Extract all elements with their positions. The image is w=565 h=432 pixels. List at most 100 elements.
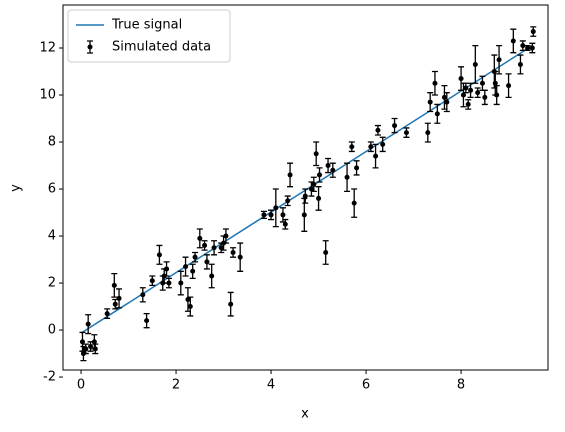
data-point xyxy=(434,111,440,117)
y-tick-label: 2 xyxy=(48,276,56,291)
data-point xyxy=(197,235,203,241)
data-point xyxy=(204,259,210,265)
data-point xyxy=(479,80,485,86)
data-point xyxy=(273,205,279,211)
data-point xyxy=(520,43,526,49)
data-point xyxy=(140,292,146,298)
data-point xyxy=(209,273,215,279)
data-point xyxy=(403,130,409,136)
data-point xyxy=(392,123,398,129)
data-point xyxy=(510,38,516,44)
data-point xyxy=(380,141,386,147)
data-point xyxy=(325,163,331,169)
data-point xyxy=(85,321,91,327)
data-point xyxy=(349,144,355,150)
x-axis-label: x xyxy=(301,407,309,422)
data-point xyxy=(463,85,469,91)
x-tick-label: 6 xyxy=(362,378,370,393)
data-point xyxy=(79,339,85,345)
data-point xyxy=(261,212,267,218)
data-point xyxy=(368,144,374,150)
y-tick-label: 8 xyxy=(48,135,56,150)
y-tick-label: 0 xyxy=(48,323,56,338)
data-point xyxy=(111,282,117,288)
data-point xyxy=(92,346,98,352)
data-point xyxy=(268,212,274,218)
data-point xyxy=(351,200,357,206)
x-tick-label: 2 xyxy=(172,378,180,393)
data-point xyxy=(323,249,329,255)
data-point xyxy=(202,242,208,248)
data-point xyxy=(104,311,110,317)
data-point xyxy=(187,304,193,310)
data-point xyxy=(354,165,360,171)
x-tick-label: 0 xyxy=(77,378,85,393)
data-point xyxy=(465,101,471,107)
axes-frame xyxy=(62,4,549,371)
data-point xyxy=(316,195,322,201)
data-point xyxy=(228,301,234,307)
data-point xyxy=(218,245,224,251)
data-point xyxy=(468,87,474,93)
data-point xyxy=(344,174,350,180)
data-point xyxy=(330,167,336,173)
data-point xyxy=(506,83,512,89)
data-point xyxy=(517,61,523,67)
data-point xyxy=(432,80,438,86)
data-point xyxy=(183,264,189,270)
data-point xyxy=(444,99,450,105)
y-tick-label: -2 xyxy=(43,370,56,385)
plot-area xyxy=(79,26,537,362)
data-point xyxy=(285,198,291,204)
data-point xyxy=(311,181,317,187)
x-tick-label: 4 xyxy=(267,378,275,393)
data-point xyxy=(230,249,236,255)
data-point xyxy=(302,193,308,199)
data-point xyxy=(441,94,447,100)
data-point xyxy=(192,254,198,260)
y-tick-label: 10 xyxy=(39,88,56,103)
y-tick-label: 12 xyxy=(39,41,56,56)
data-point xyxy=(83,346,89,352)
data-point xyxy=(112,301,118,307)
data-point xyxy=(164,266,170,272)
data-point xyxy=(282,221,288,227)
data-point xyxy=(280,212,286,218)
data-point xyxy=(427,99,433,105)
data-point xyxy=(185,296,191,302)
data-point xyxy=(223,233,229,239)
data-point xyxy=(287,172,293,178)
data-point xyxy=(373,153,379,159)
legend: True signal Simulated data xyxy=(67,9,231,63)
data-point xyxy=(178,280,184,286)
legend-label: True signal xyxy=(111,18,182,33)
legend-label: Simulated data xyxy=(112,40,211,55)
data-point xyxy=(496,57,502,63)
data-point xyxy=(166,280,172,286)
data-point xyxy=(475,90,481,96)
data-point xyxy=(313,151,319,157)
data-point xyxy=(492,80,498,86)
data-point xyxy=(116,295,122,301)
data-point xyxy=(190,268,196,274)
data-point xyxy=(460,92,466,98)
y-axis-label: y xyxy=(9,184,24,192)
data-point xyxy=(144,318,150,324)
data-point xyxy=(156,252,162,258)
data-point xyxy=(494,92,500,98)
data-point xyxy=(525,45,531,51)
data-point xyxy=(237,254,243,260)
data-point xyxy=(91,339,97,345)
data-point xyxy=(211,245,217,251)
data-point xyxy=(425,130,431,136)
data-point xyxy=(529,45,535,51)
data-point xyxy=(317,172,323,178)
data-point xyxy=(530,29,536,35)
x-tick-label: 8 xyxy=(457,378,465,393)
data-point xyxy=(472,61,478,67)
data-point xyxy=(301,212,307,218)
y-tick-label: 6 xyxy=(48,182,56,197)
legend-box xyxy=(67,9,231,63)
